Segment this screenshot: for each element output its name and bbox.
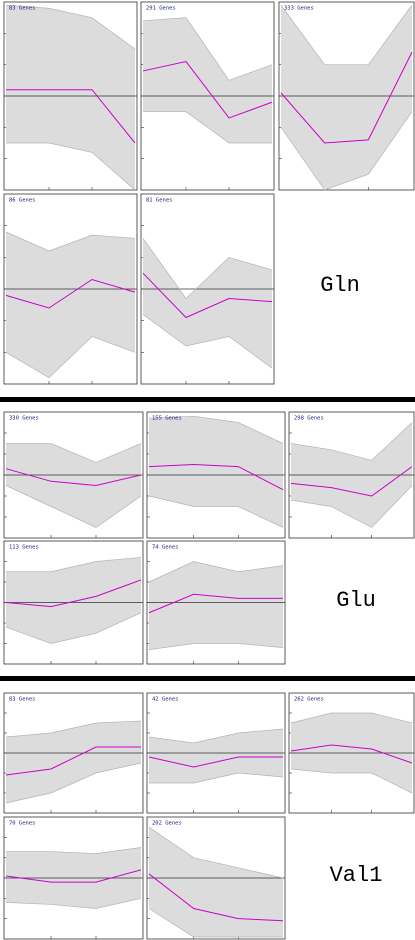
profile-line bbox=[148, 415, 284, 444]
panel-title: 330 Genes bbox=[9, 416, 39, 422]
spread-area bbox=[6, 721, 141, 803]
mean-line bbox=[290, 466, 413, 497]
panel-title: 262 Genes bbox=[294, 697, 324, 703]
profile-line bbox=[143, 111, 272, 144]
spread-area bbox=[6, 443, 141, 528]
panel-title: 81 Genes bbox=[146, 198, 173, 204]
mean-line bbox=[148, 873, 284, 922]
mean-line bbox=[5, 746, 141, 776]
mean-line bbox=[5, 278, 136, 309]
profile-line bbox=[148, 495, 284, 528]
profile-line bbox=[142, 238, 273, 300]
profile-line bbox=[6, 557, 142, 573]
profile-line bbox=[148, 643, 284, 650]
profile-line bbox=[280, 111, 413, 191]
panel-title: 70 Genes bbox=[9, 821, 36, 827]
profile-line bbox=[5, 4, 136, 50]
panel-title: 291 Genes bbox=[146, 6, 176, 12]
profile-line bbox=[290, 768, 413, 794]
spread-area bbox=[6, 557, 141, 644]
profile-line bbox=[5, 720, 142, 738]
mean-line bbox=[5, 869, 142, 883]
profile-line bbox=[5, 336, 136, 379]
mean-line bbox=[148, 463, 284, 491]
mean-line bbox=[5, 468, 142, 487]
mean-line bbox=[280, 51, 413, 144]
panel-title: 202 Genes bbox=[152, 821, 182, 827]
profile-line bbox=[290, 422, 413, 461]
profile-line bbox=[149, 772, 284, 784]
spread-area bbox=[149, 561, 283, 650]
mean-line bbox=[142, 60, 273, 119]
separator bbox=[0, 397, 415, 402]
spread-area bbox=[281, 5, 412, 191]
panel-title: 83 Genes bbox=[9, 697, 36, 703]
panel-title: 155 Genes bbox=[152, 416, 182, 422]
panel-title: 333 Genes bbox=[284, 6, 314, 12]
mean-line bbox=[6, 89, 136, 144]
spread-area bbox=[6, 5, 135, 191]
spread-area bbox=[143, 17, 272, 144]
panel-title: 298 Genes bbox=[294, 416, 324, 422]
group-label: Val1 bbox=[330, 863, 383, 888]
panel-title: 113 Genes bbox=[9, 545, 39, 551]
profile-line bbox=[280, 4, 413, 66]
panel-title: 86 Genes bbox=[9, 198, 36, 204]
spread-area bbox=[6, 232, 135, 378]
group-label: Gln bbox=[320, 273, 360, 298]
profile-line bbox=[5, 231, 136, 252]
profile-line bbox=[5, 762, 142, 804]
profile-line bbox=[148, 561, 284, 583]
profile-line bbox=[5, 485, 142, 528]
panel-title: 83 Genes bbox=[9, 6, 36, 12]
mean-line bbox=[5, 579, 142, 608]
mean-line bbox=[290, 744, 413, 764]
profile-line bbox=[5, 897, 142, 909]
panel-title: 42 Genes bbox=[152, 697, 179, 703]
group-label: Glu bbox=[336, 588, 376, 613]
profile-line bbox=[6, 443, 142, 463]
profile-line bbox=[5, 612, 142, 644]
separator bbox=[0, 676, 415, 681]
panel-title: 74 Genes bbox=[152, 545, 179, 551]
spread-area bbox=[149, 729, 283, 783]
profile-line bbox=[142, 314, 273, 369]
profile-line bbox=[290, 712, 413, 724]
profile-line bbox=[142, 17, 273, 81]
mean-line bbox=[148, 756, 283, 768]
profile-line bbox=[6, 142, 136, 191]
profile-line bbox=[148, 728, 284, 744]
profile-line bbox=[290, 485, 413, 528]
mean-line bbox=[148, 593, 283, 614]
spread-area bbox=[149, 416, 283, 528]
profile-line bbox=[148, 908, 283, 938]
spread-area bbox=[143, 238, 272, 369]
mean-line bbox=[142, 272, 273, 319]
profile-line bbox=[148, 826, 284, 879]
spread-area bbox=[149, 827, 283, 937]
profile-line bbox=[6, 847, 142, 854]
